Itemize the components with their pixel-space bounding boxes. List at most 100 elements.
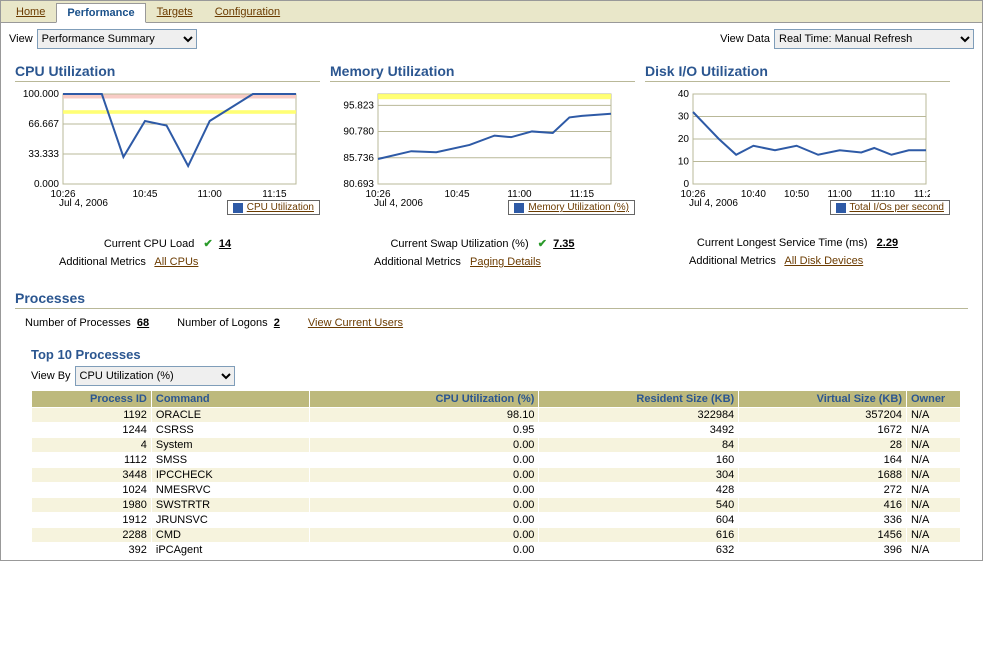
table-row: 1024NMESRVC0.00428272N/A — [32, 483, 961, 498]
table-header[interactable]: CPU Utilization (%) — [309, 391, 539, 408]
svg-text:90.780: 90.780 — [343, 127, 374, 138]
cpu-legend[interactable]: CPU Utilization — [227, 200, 320, 215]
view-select[interactable]: Performance Summary — [37, 29, 197, 49]
table-cell: 1192 — [32, 408, 152, 423]
processes-table: Process IDCommandCPU Utilization (%)Resi… — [31, 390, 961, 558]
tab-performance[interactable]: Performance — [56, 3, 145, 23]
view-current-users-link[interactable]: View Current Users — [308, 317, 403, 329]
cpu-metric-value[interactable]: 14 — [219, 238, 231, 250]
view-data-label: View Data — [720, 33, 770, 45]
table-header[interactable]: Resident Size (KB) — [539, 391, 739, 408]
mem-panel: Memory Utilization 80.69385.73690.78095.… — [330, 63, 635, 268]
disk-metric-label: Current Longest Service Time (ms) — [697, 237, 868, 249]
table-cell: 616 — [539, 528, 739, 543]
svg-text:66.667: 66.667 — [28, 119, 59, 130]
table-cell: 160 — [539, 453, 739, 468]
svg-text:11:10: 11:10 — [871, 189, 896, 200]
table-row: 392iPCAgent0.00632396N/A — [32, 543, 961, 558]
table-cell: 392 — [32, 543, 152, 558]
mem-legend[interactable]: Memory Utilization (%) — [508, 200, 635, 215]
table-cell: 604 — [539, 513, 739, 528]
cpu-legend-label: CPU Utilization — [247, 202, 314, 213]
disk-legend-swatch — [836, 203, 846, 213]
table-cell: System — [151, 438, 309, 453]
disk-panel-title: Disk I/O Utilization — [645, 63, 950, 82]
mem-addl-link[interactable]: Paging Details — [470, 256, 541, 268]
svg-text:10: 10 — [678, 157, 690, 168]
table-row: 1192ORACLE98.10322984357204N/A — [32, 408, 961, 423]
svg-text:20: 20 — [678, 134, 690, 145]
table-cell: 98.10 — [309, 408, 539, 423]
table-cell: 0.00 — [309, 483, 539, 498]
tab-targets[interactable]: Targets — [146, 2, 204, 22]
table-cell: 0.00 — [309, 468, 539, 483]
svg-text:33.333: 33.333 — [28, 149, 59, 160]
disk-chart-date: Jul 4, 2006 — [645, 198, 738, 215]
table-cell: 0.00 — [309, 453, 539, 468]
view-data-select[interactable]: Real Time: Manual Refresh — [774, 29, 974, 49]
mem-legend-label: Memory Utilization (%) — [528, 202, 629, 213]
table-cell: 84 — [539, 438, 739, 453]
mem-metric-status-icon: ✔ — [538, 238, 547, 250]
disk-legend[interactable]: Total I/Os per second — [830, 200, 951, 215]
svg-text:10:45: 10:45 — [132, 189, 157, 200]
mem-addl-label: Additional Metrics — [374, 256, 461, 268]
table-cell: IPCCHECK — [151, 468, 309, 483]
svg-text:10:45: 10:45 — [445, 189, 470, 200]
disk-addl-link[interactable]: All Disk Devices — [784, 255, 863, 267]
table-cell: 1112 — [32, 453, 152, 468]
disk-metric-value[interactable]: 2.29 — [877, 237, 898, 249]
viewby-select[interactable]: CPU Utilization (%) — [75, 366, 235, 386]
num-logons-value[interactable]: 2 — [274, 317, 280, 329]
disk-chart: 01020304010:2610:4010:5011:0011:1011:20 — [645, 90, 930, 200]
num-proc-value[interactable]: 68 — [137, 317, 149, 329]
cpu-metric-label: Current CPU Load — [104, 238, 195, 250]
top10: Top 10 Processes View By CPU Utilization… — [15, 329, 968, 558]
table-row: 1980SWSTRTR0.00540416N/A — [32, 498, 961, 513]
table-cell: SWSTRTR — [151, 498, 309, 513]
mem-panel-title: Memory Utilization — [330, 63, 635, 82]
tab-home[interactable]: Home — [5, 2, 56, 22]
table-cell: 0.00 — [309, 498, 539, 513]
mem-metric-value[interactable]: 7.35 — [553, 238, 574, 250]
table-cell: 357204 — [739, 408, 907, 423]
table-row: 2288CMD0.006161456N/A — [32, 528, 961, 543]
table-cell: 428 — [539, 483, 739, 498]
table-header[interactable]: Owner — [906, 391, 960, 408]
table-cell: SMSS — [151, 453, 309, 468]
mem-metric-line: Current Swap Utilization (%) ✔ 7.35 — [330, 237, 635, 250]
cpu-addl-link[interactable]: All CPUs — [154, 256, 198, 268]
table-header[interactable]: Virtual Size (KB) — [739, 391, 907, 408]
table-cell: 1912 — [32, 513, 152, 528]
disk-legend-label: Total I/Os per second — [850, 202, 945, 213]
table-cell: N/A — [906, 483, 960, 498]
view-label: View — [9, 33, 33, 45]
table-cell: 1688 — [739, 468, 907, 483]
table-cell: N/A — [906, 498, 960, 513]
svg-text:95.823: 95.823 — [343, 100, 374, 111]
svg-text:10:50: 10:50 — [784, 189, 809, 200]
table-cell: iPCAgent — [151, 543, 309, 558]
table-header[interactable]: Process ID — [32, 391, 152, 408]
mem-legend-swatch — [514, 203, 524, 213]
table-cell: 416 — [739, 498, 907, 513]
top10-title: Top 10 Processes — [31, 347, 968, 362]
table-cell: 1980 — [32, 498, 152, 513]
cpu-addl-label: Additional Metrics — [59, 256, 146, 268]
svg-text:10:40: 10:40 — [741, 189, 766, 200]
table-cell: 0.00 — [309, 528, 539, 543]
svg-text:85.736: 85.736 — [343, 153, 374, 164]
cpu-metric-status-icon: ✔ — [204, 238, 213, 250]
processes-section: Processes Number of Processes 68 Number … — [1, 268, 982, 558]
disk-metric-line: Current Longest Service Time (ms) 2.29 — [645, 237, 950, 249]
table-cell: 0.00 — [309, 543, 539, 558]
svg-text:11:00: 11:00 — [828, 189, 853, 200]
tab-configuration[interactable]: Configuration — [204, 2, 291, 22]
panels: CPU Utilization 0.00033.33366.667100.000… — [1, 53, 982, 268]
table-header[interactable]: Command — [151, 391, 309, 408]
disk-addl-label: Additional Metrics — [689, 255, 776, 267]
table-row: 1244CSRSS0.9534921672N/A — [32, 423, 961, 438]
table-cell: 28 — [739, 438, 907, 453]
num-proc-label: Number of Processes — [25, 317, 131, 329]
processes-title: Processes — [15, 290, 968, 309]
